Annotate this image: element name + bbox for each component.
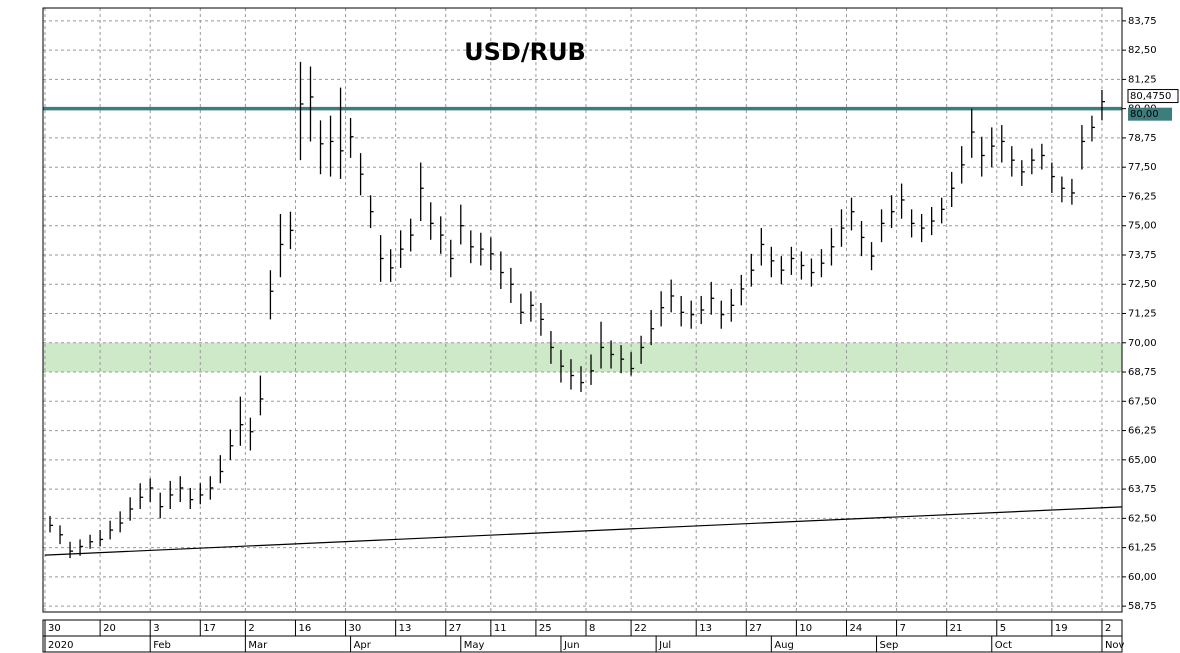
y-tick-label: 83,75: [1128, 16, 1157, 27]
y-tick-label: 63,75: [1128, 484, 1157, 495]
x-tick-label: 27: [749, 623, 762, 634]
y-tick-label: 65,00: [1128, 455, 1157, 466]
y-tick-label: 67,50: [1128, 396, 1157, 407]
x-tick-label: 5: [1000, 623, 1006, 634]
x-tick-label: 21: [950, 623, 963, 634]
y-tick-label: 62,50: [1128, 513, 1157, 524]
y-tick-label: 71,25: [1128, 309, 1157, 320]
month-label: Jun: [563, 640, 580, 651]
month-label: Aug: [774, 640, 794, 651]
x-tick-label: 25: [539, 623, 552, 634]
x-tick-label: 2: [1105, 623, 1111, 634]
x-tick-label: 11: [494, 623, 507, 634]
x-tick-label: 7: [900, 623, 906, 634]
plot-border: [42, 7, 1123, 613]
month-label: Sep: [880, 640, 899, 651]
month-label: Nov: [1105, 640, 1125, 651]
last-price-label: 80,4750: [1130, 91, 1171, 102]
y-tick-label: 66,25: [1128, 426, 1157, 437]
y-tick-label: 68,75: [1128, 367, 1157, 378]
month-label: Oct: [995, 640, 1012, 651]
x-tick-label: 13: [399, 623, 412, 634]
trend-line: [44, 506, 1123, 556]
month-label: Apr: [354, 640, 372, 651]
y-tick-label: 73,75: [1128, 250, 1157, 261]
chart-title: USD/RUB: [464, 38, 586, 66]
resistance-label-box: [1128, 107, 1172, 121]
x-tick-label: 17: [203, 623, 216, 634]
y-tick-label: 61,25: [1128, 543, 1157, 554]
x-tick-label: 20: [103, 623, 116, 634]
y-tick-label: 77,50: [1128, 162, 1157, 173]
y-tick-label: 76,25: [1128, 191, 1157, 202]
y-tick-label: 58,75: [1128, 601, 1157, 612]
x-tick-label: 30: [349, 623, 362, 634]
x-tick-label: 24: [849, 623, 862, 634]
x-tick-label: 30: [48, 623, 61, 634]
month-label: Feb: [153, 640, 171, 651]
x-tick-label: 16: [298, 623, 311, 634]
x-tick-label: 10: [799, 623, 812, 634]
x-tick-label: 13: [699, 623, 712, 634]
month-label: 2020: [48, 640, 73, 651]
resistance-label: 80,00: [1130, 109, 1159, 120]
x-tick-label: 3: [153, 623, 159, 634]
x-tick-label: 2: [248, 623, 254, 634]
plot-area: [43, 8, 1123, 612]
y-tick-label: 81,25: [1128, 74, 1157, 85]
x-tick-label: 19: [1055, 623, 1068, 634]
y-tick-label: 72,50: [1128, 279, 1157, 290]
month-label: Mar: [248, 640, 268, 651]
y-tick-label: 70,00: [1128, 338, 1157, 349]
x-tick-label: 8: [589, 623, 595, 634]
y-tick-label: 78,75: [1128, 133, 1157, 144]
support-band: [43, 342, 1122, 373]
x-tick-label: 22: [634, 623, 647, 634]
y-tick-label: 60,00: [1128, 572, 1157, 583]
x-tick-label: 27: [449, 623, 462, 634]
month-label: May: [464, 640, 485, 651]
last-price-box: [1127, 89, 1179, 104]
y-tick-label: 75,00: [1128, 221, 1157, 232]
month-label: Jul: [658, 640, 671, 651]
y-tick-label: 82,50: [1128, 45, 1157, 56]
